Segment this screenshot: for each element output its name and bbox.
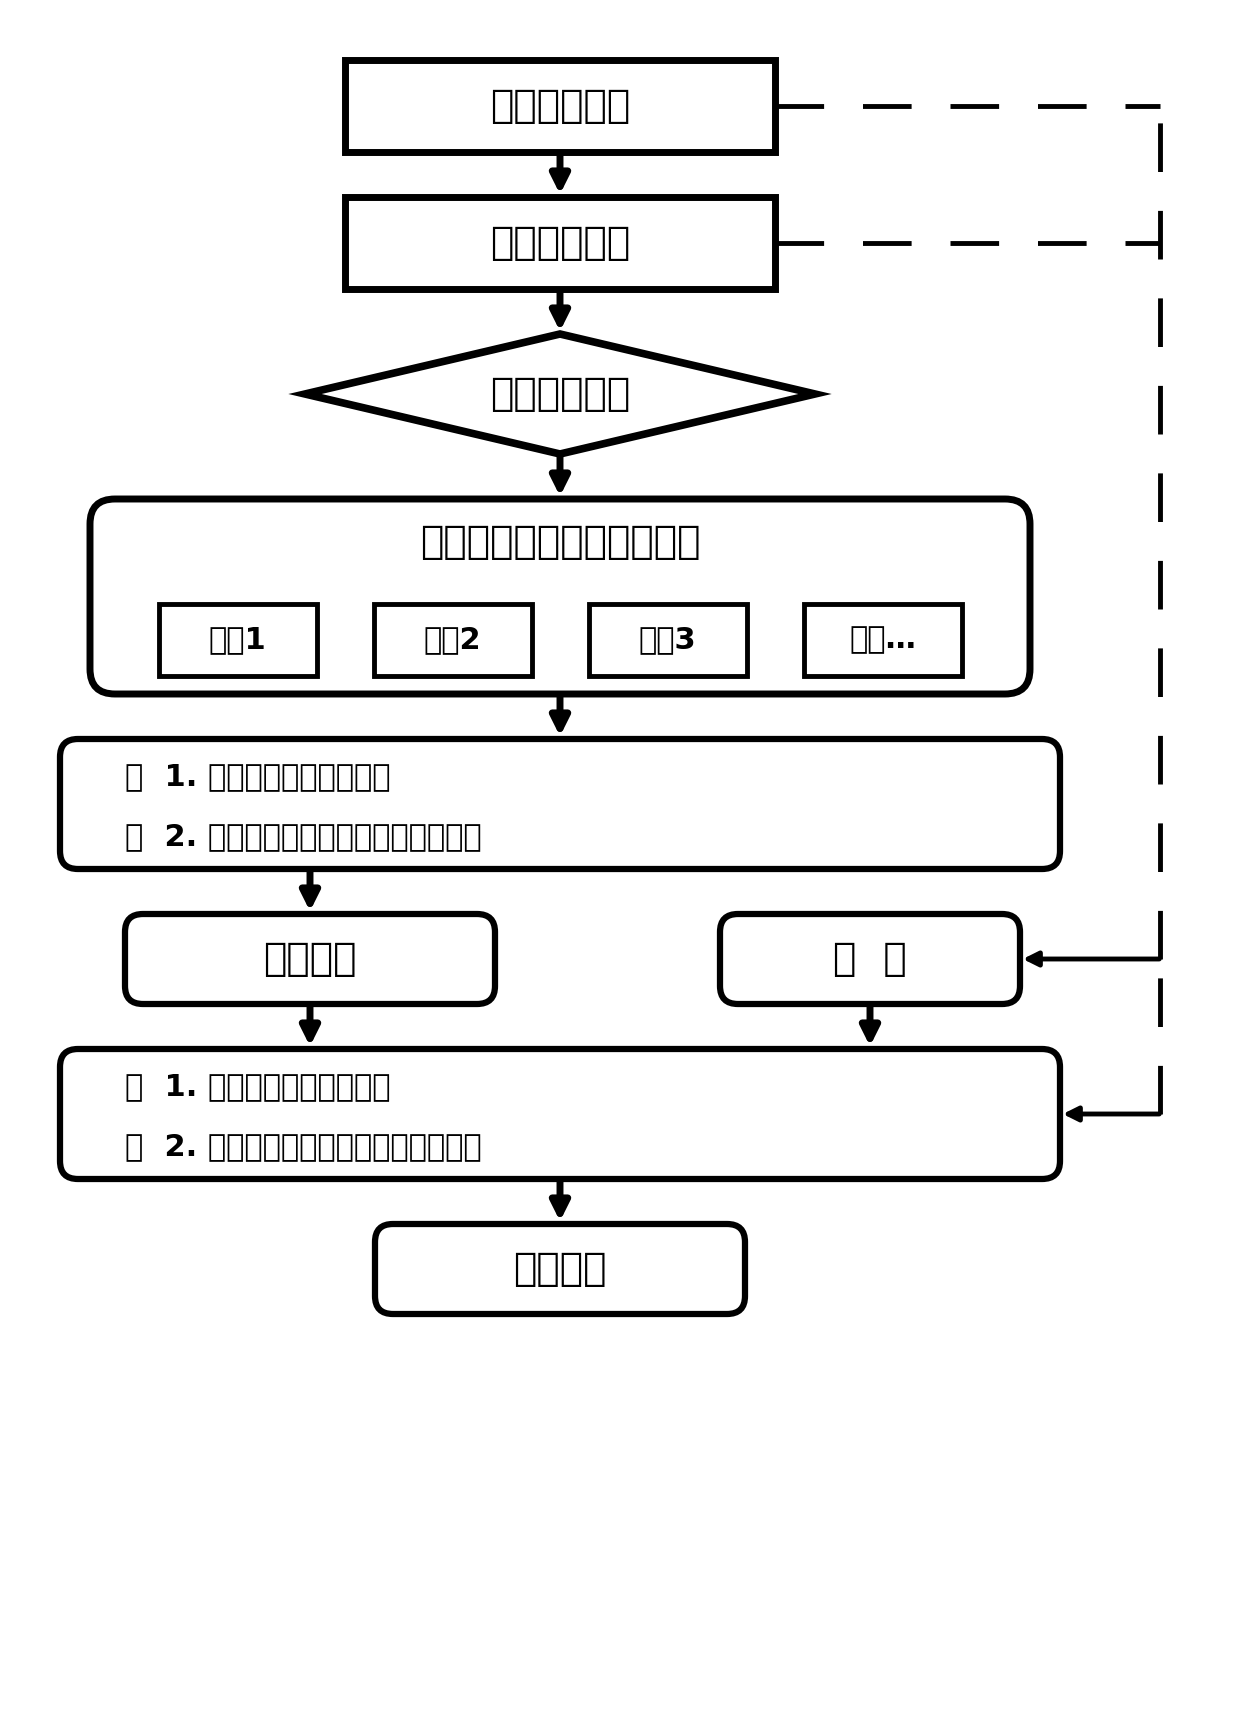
Text: 模块网络构建: 模块网络构建 — [490, 375, 630, 413]
Bar — [345, 60, 775, 151]
Text: 件  2. 在另外几种方法中的排名位于前三: 件 2. 在另外几种方法中的排名位于前三 — [125, 822, 481, 851]
Bar — [159, 603, 316, 676]
Text: 关键节点: 关键节点 — [513, 1250, 606, 1288]
Bar — [345, 198, 775, 289]
Text: 方法1: 方法1 — [208, 626, 267, 655]
FancyBboxPatch shape — [125, 915, 495, 1004]
Text: 网络模块识别: 网络模块识别 — [490, 223, 630, 261]
Text: 条  1. 在一种方法中排名第一: 条 1. 在一种方法中排名第一 — [125, 1073, 391, 1100]
Text: 条  1. 在一种方法中排名第一: 条 1. 在一种方法中排名第一 — [125, 762, 391, 791]
Text: 生物分子网络: 生物分子网络 — [490, 88, 630, 125]
Bar — [804, 603, 961, 676]
Polygon shape — [305, 333, 815, 454]
Text: 模  块: 模 块 — [833, 940, 906, 978]
Bar — [373, 603, 532, 676]
Text: 方法2: 方法2 — [424, 626, 481, 655]
Text: 件  2. 在另外几种方法中的排名位于前三: 件 2. 在另外几种方法中的排名位于前三 — [125, 1133, 481, 1160]
Text: 关键模块: 关键模块 — [263, 940, 357, 978]
FancyBboxPatch shape — [91, 499, 1030, 694]
FancyBboxPatch shape — [374, 1224, 745, 1313]
FancyBboxPatch shape — [720, 915, 1021, 1004]
FancyBboxPatch shape — [60, 739, 1060, 870]
Bar — [589, 603, 746, 676]
FancyBboxPatch shape — [60, 1049, 1060, 1179]
Text: 方法3: 方法3 — [639, 626, 697, 655]
Text: 度量重要模块（节点）方法: 度量重要模块（节点）方法 — [420, 523, 701, 560]
Text: 方法…: 方法… — [849, 626, 916, 655]
